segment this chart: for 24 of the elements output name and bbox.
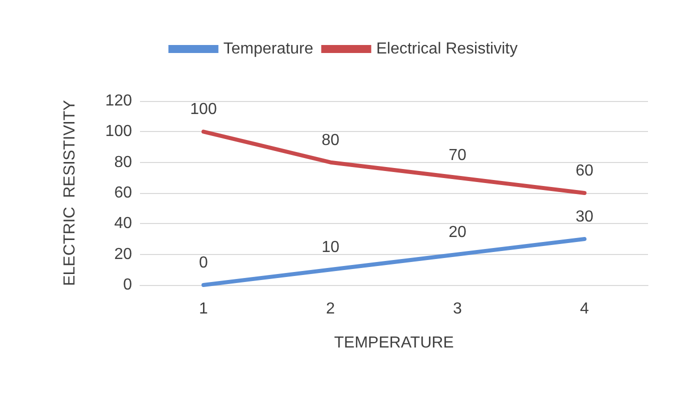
x-tick-label: 3 (453, 300, 462, 318)
data-label: 100 (190, 101, 217, 118)
y-tick-label: 60 (114, 184, 132, 202)
x-tick-label: 4 (580, 300, 590, 318)
data-label: 30 (576, 208, 594, 226)
x-tick-label: 2 (326, 300, 336, 318)
x-axis-title: TEMPERATURE (334, 334, 454, 352)
x-tick-label: 1 (199, 300, 208, 318)
y-tick-label: 0 (123, 276, 132, 294)
y-tick-label: 40 (114, 215, 132, 232)
data-label: 10 (322, 239, 340, 256)
y-tick-label: 120 (105, 92, 132, 110)
y-tick-label: 100 (105, 123, 132, 140)
data-label: 20 (448, 224, 466, 241)
y-axis-title: ELECTRIC RESISTIVITY (62, 100, 78, 286)
legend-label: Temperature (223, 40, 314, 58)
y-tick-label: 80 (114, 154, 132, 171)
data-label: 0 (199, 254, 208, 272)
data-label: 70 (448, 147, 466, 164)
y-tick-label: 20 (114, 246, 132, 263)
legend-label: Electrical Resistivity (376, 40, 518, 58)
data-label: 60 (576, 162, 594, 180)
line-series (202, 237, 586, 287)
data-label: 80 (322, 132, 340, 149)
